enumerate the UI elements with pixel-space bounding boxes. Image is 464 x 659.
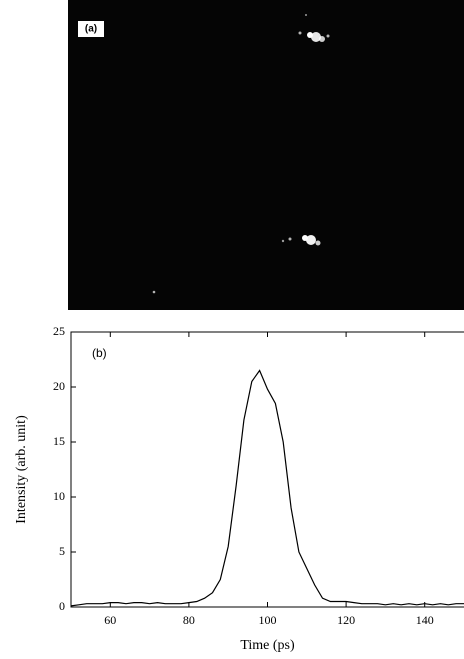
x-axis-label: Time (ps) bbox=[240, 638, 295, 653]
y-tick-label: 15 bbox=[53, 434, 65, 448]
x-tick-label: 80 bbox=[183, 613, 195, 627]
panel-label-box bbox=[78, 21, 104, 37]
data-line bbox=[70, 369, 464, 607]
x-tick-label: 100 bbox=[259, 613, 277, 627]
y-tick-label: 0 bbox=[59, 599, 65, 613]
x-tick-label: 140 bbox=[416, 613, 434, 627]
bright-spots bbox=[152, 14, 330, 294]
x-tick-label: 60 bbox=[104, 613, 116, 627]
panel-label: (a) bbox=[85, 24, 97, 35]
annotation: (b) bbox=[92, 346, 107, 360]
y-tick-label: 10 bbox=[53, 489, 65, 503]
x-tick-label: 120 bbox=[337, 613, 355, 627]
y-tick-label: 25 bbox=[53, 324, 65, 338]
y-axis-label: Intensity (arb. unit) bbox=[14, 415, 29, 524]
y-tick-label: 5 bbox=[59, 544, 65, 558]
image-panel bbox=[68, 0, 464, 310]
axis-frame bbox=[70, 331, 464, 608]
y-tick-label: 20 bbox=[53, 379, 65, 393]
